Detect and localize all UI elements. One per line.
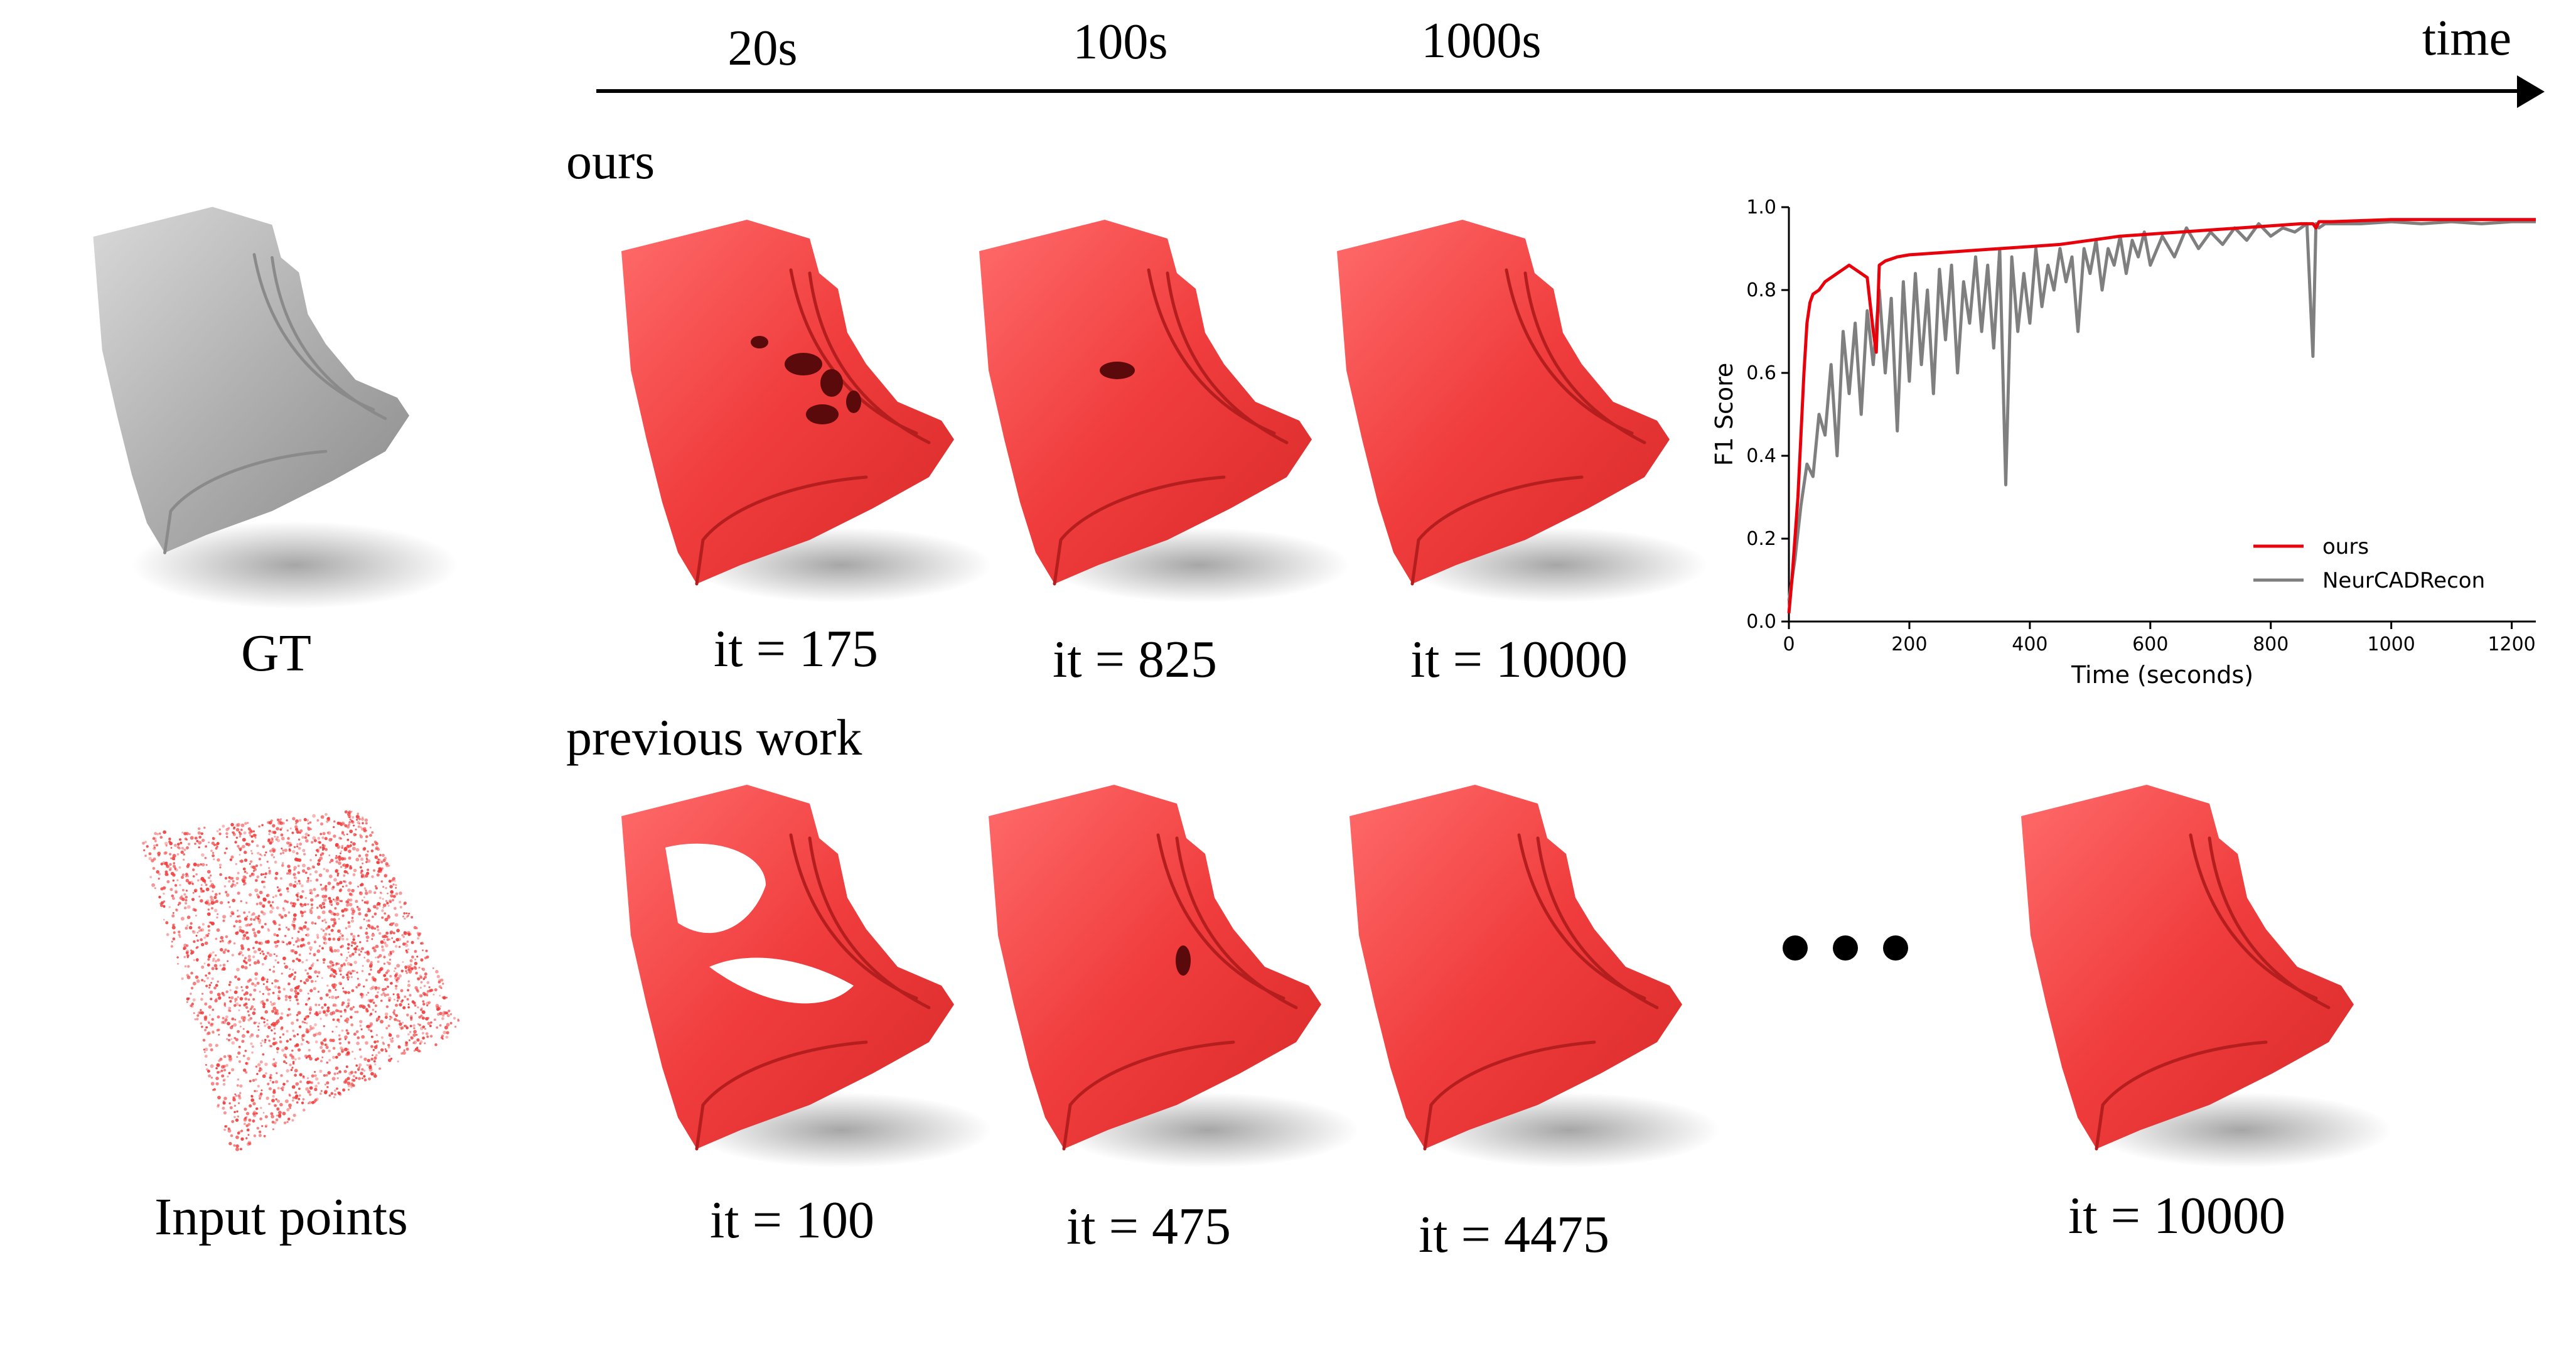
ours-caption-3: it = 10000 — [1410, 630, 1628, 689]
x-tick-label: 0 — [1783, 633, 1795, 655]
chart-y-axis-label: F1 Score — [1710, 363, 1738, 466]
x-tick-label: 200 — [1891, 633, 1927, 655]
timeline-arrow-icon — [2517, 75, 2545, 108]
series-line-neurcadrecon — [1787, 220, 2536, 601]
x-tick-label: 800 — [2253, 633, 2289, 655]
previous-mesh-3 — [1331, 778, 1720, 1180]
timeline-axis-line — [596, 89, 2530, 93]
legend-label-neurcadrecon: NeurCADRecon — [2322, 568, 2485, 593]
timeline-tick-20s: 20s — [727, 21, 798, 76]
series-line-ours — [1787, 218, 2536, 614]
row-label-ours: ours — [566, 132, 655, 190]
legend-label-ours: ours — [2322, 534, 2369, 559]
y-tick-label: 1.0 — [1746, 197, 1776, 218]
ours-mesh-3 — [1318, 213, 1707, 615]
previous-caption-2: it = 475 — [1066, 1197, 1232, 1256]
timeline-end-label: time — [2422, 11, 2512, 66]
x-tick-label: 400 — [2012, 633, 2047, 655]
x-tick-label: 1200 — [2487, 633, 2535, 655]
input-points-image — [113, 791, 502, 1180]
previous-caption-1: it = 100 — [709, 1191, 875, 1249]
previous-mesh-1 — [603, 778, 992, 1180]
previous-caption-3: it = 4475 — [1418, 1205, 1610, 1264]
x-tick-label: 600 — [2132, 633, 2168, 655]
y-tick-label: 0.6 — [1746, 362, 1776, 384]
chart-legend: ours NeurCADRecon — [2253, 534, 2485, 593]
x-tick-label: 1000 — [2367, 633, 2415, 655]
f1-score-chart-svg: 0.00.20.40.60.81.00 200 400 600 800 1000 1200 … — [1710, 197, 2536, 689]
row-label-previous-work: previous work — [566, 709, 862, 766]
y-tick-label: 0.0 — [1746, 611, 1776, 633]
f1-score-chart: 0.0 0.2 0.4 0.6 0.8 1.0 0 200 400 600 800 1000 1200 … — [1707, 182, 2561, 709]
gt-mesh-image — [69, 188, 458, 628]
ours-mesh-1 — [603, 213, 992, 615]
input-points-label: Input points — [154, 1188, 408, 1246]
timeline-tick-1000s: 1000s — [1421, 13, 1542, 68]
previous-mesh-2 — [970, 778, 1359, 1180]
timeline-tick-100s: 100s — [1073, 14, 1168, 70]
y-tick-label: 0.2 — [1746, 528, 1776, 550]
previous-mesh-4 — [2002, 778, 2391, 1180]
ours-mesh-2 — [960, 213, 1350, 615]
y-tick-label: 0.8 — [1746, 279, 1776, 301]
y-tick-label: 0.4 — [1746, 445, 1776, 467]
ours-caption-2: it = 825 — [1052, 630, 1218, 689]
ellipsis-icon — [1783, 935, 1933, 964]
ours-caption-1: it = 175 — [713, 620, 879, 678]
gt-label: GT — [241, 624, 311, 682]
chart-x-axis-label: Time (seconds) — [2071, 661, 2253, 689]
previous-caption-4: it = 10000 — [2068, 1187, 2286, 1245]
